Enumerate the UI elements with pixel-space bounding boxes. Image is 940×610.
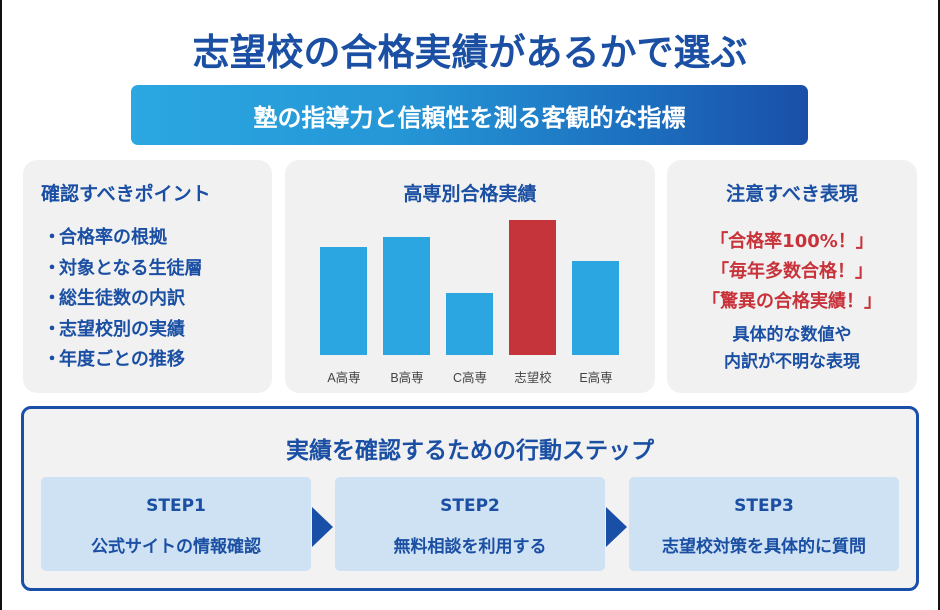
list-item: ・対象となる生徒層 <box>43 254 202 285</box>
chart-title: 高専別合格実績 <box>403 183 537 205</box>
frame-border-left <box>0 0 2 610</box>
warning-phrase: 「驚異の合格実績！」 <box>702 291 882 312</box>
step-3: STEP3 志望校対策を具体的に質問 <box>629 477 899 571</box>
chart-bar <box>383 237 430 355</box>
warning-phrase: 「合格率100%！」 <box>710 231 874 252</box>
step-text: 公式サイトの情報確認 <box>91 537 261 557</box>
bullet-icon: ・ <box>43 227 61 248</box>
check-points-card: 確認すべきポイント ・合格率の根拠 ・対象となる生徒層 ・総生徒数の内訳 ・志望… <box>23 160 272 393</box>
warning-note: 具体的な数値や 内訳が不明な表現 <box>724 325 860 372</box>
chart-bar <box>446 293 493 355</box>
list-item: ・年度ごとの推移 <box>43 345 202 376</box>
warning-phrases: 「合格率100%！」 「毎年多数合格！」 「驚異の合格実績！」 <box>667 227 917 317</box>
bullet-icon: ・ <box>43 288 61 309</box>
action-steps-panel: 実績を確認するための行動ステップ STEP1 公式サイトの情報確認 STEP2 … <box>21 406 919 591</box>
chart-bar <box>572 261 619 355</box>
chart-bar <box>509 220 556 355</box>
check-points-list: ・合格率の根拠 ・対象となる生徒層 ・総生徒数の内訳 ・志望校別の実績 ・年度ご… <box>43 223 202 376</box>
bullet-icon: ・ <box>43 257 61 279</box>
chart-card: 高専別合格実績 A高専 B高専 C高専 志望校 E高専 <box>285 160 655 393</box>
list-item: ・合格率の根拠 <box>43 223 202 254</box>
step-2: STEP2 無料相談を利用する <box>335 477 605 571</box>
warning-title: 注意すべき表現 <box>726 183 858 205</box>
check-points-title: 確認すべきポイント <box>41 183 211 205</box>
step-text: 志望校対策を具体的に質問 <box>662 537 866 557</box>
chart-x-label: C高専 <box>452 371 488 385</box>
chart-x-label: E高専 <box>579 371 613 385</box>
arrow-right-icon <box>606 507 627 547</box>
bar-chart: A高専 B高専 C高専 志望校 E高専 <box>285 160 655 393</box>
warning-phrase: 「毎年多数合格！」 <box>711 261 873 282</box>
step-label: STEP3 <box>734 496 794 516</box>
chart-x-label: B高専 <box>390 371 424 385</box>
page-title: 志望校の合格実績があるかで選ぶ <box>192 31 748 74</box>
step-text: 無料相談を利用する <box>393 537 547 557</box>
bullet-icon: ・ <box>43 349 61 370</box>
subtitle-text: 塾の指導力と信頼性を測る客観的な指標 <box>253 103 686 132</box>
step-1: STEP1 公式サイトの情報確認 <box>41 477 311 571</box>
subtitle-banner: 塾の指導力と信頼性を測る客観的な指標 <box>131 85 808 145</box>
bullet-icon: ・ <box>43 318 61 340</box>
step-label: STEP2 <box>440 496 500 516</box>
warning-card: 注意すべき表現 「合格率100%！」 「毎年多数合格！」 「驚異の合格実績！」 … <box>667 160 917 393</box>
chart-x-label: 志望校 <box>514 371 552 385</box>
step-label: STEP1 <box>146 496 206 516</box>
chart-bar <box>320 247 367 355</box>
arrow-right-icon <box>312 507 333 547</box>
chart-x-label: A高専 <box>327 371 361 385</box>
action-steps-title: 実績を確認するための行動ステップ <box>286 438 654 464</box>
frame-border-right <box>938 0 940 610</box>
list-item: ・総生徒数の内訳 <box>43 284 202 315</box>
list-item: ・志望校別の実績 <box>43 315 202 346</box>
